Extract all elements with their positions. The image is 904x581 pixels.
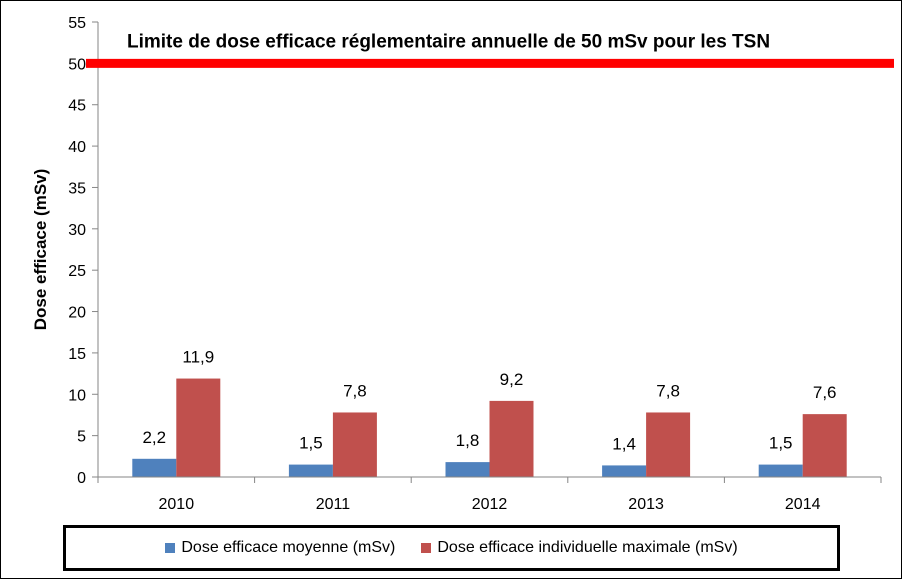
bar-moyenne [132, 458, 177, 477]
y-tick-label: 15 [68, 346, 86, 363]
x-axis-ticks: 2010 2011 2012 2013 2014 [97, 477, 882, 513]
legend-item-moyenne: Dose efficace moyenne (mSv) [165, 539, 395, 557]
legend-swatch-maximale [421, 543, 432, 553]
data-label: 1,5 [299, 434, 323, 453]
x-tick-label: 2013 [628, 496, 664, 513]
data-label: 9,2 [500, 370, 524, 389]
y-tick-label: 5 [77, 429, 86, 446]
data-label: 7,6 [813, 383, 837, 402]
bar-maximale [802, 414, 847, 477]
bars [132, 378, 847, 477]
data-label: 1,4 [612, 434, 636, 453]
y-tick-label: 10 [68, 387, 86, 404]
legend-label-maximale: Dose efficace individuelle maximale (mSv… [437, 539, 738, 556]
data-labels: 2,2 1,5 1,8 1,4 1,5 11,9 7,8 9,2 7,8 7,6 [142, 348, 836, 454]
x-tick-label: 2012 [472, 496, 508, 513]
bar-maximale [646, 412, 691, 477]
y-tick-label: 0 [77, 470, 86, 487]
legend-swatch-moyenne [165, 543, 176, 553]
y-axis-ticks: 0 5 10 15 20 25 30 35 40 45 50 55 [68, 15, 98, 487]
y-tick-label: 20 [68, 305, 86, 322]
reference-line-label: Limite de dose efficace réglementaire an… [127, 31, 770, 52]
legend: Dose efficace moyenne (mSv) Dose efficac… [63, 525, 840, 571]
bar-maximale [332, 412, 377, 477]
legend-item-maximale: Dose efficace individuelle maximale (mSv… [421, 539, 738, 557]
y-tick-label: 50 [68, 56, 86, 73]
legend-label-moyenne: Dose efficace moyenne (mSv) [181, 539, 396, 556]
data-label: 1,8 [456, 431, 480, 450]
bar-moyenne [758, 464, 803, 477]
x-tick-label: 2014 [785, 496, 821, 513]
data-label: 7,8 [343, 381, 367, 400]
bar-moyenne [288, 464, 333, 477]
y-tick-label: 45 [68, 98, 86, 115]
bar-moyenne [602, 465, 647, 477]
bar-maximale [176, 378, 221, 477]
y-tick-label: 25 [68, 263, 86, 280]
x-tick-label: 2011 [316, 496, 351, 513]
x-tick-label: 2010 [159, 496, 195, 513]
data-label: 11,9 [182, 348, 214, 367]
data-label: 7,8 [656, 381, 680, 400]
bar-maximale [489, 400, 534, 477]
y-axis-title: Dose efficace (mSv) [31, 169, 50, 331]
data-label: 1,5 [769, 434, 793, 453]
y-tick-label: 40 [68, 139, 86, 156]
y-tick-label: 35 [68, 180, 86, 197]
bar-moyenne [445, 462, 490, 477]
y-tick-label: 30 [68, 222, 86, 239]
y-tick-label: 55 [68, 15, 86, 32]
data-label: 2,2 [142, 428, 166, 447]
